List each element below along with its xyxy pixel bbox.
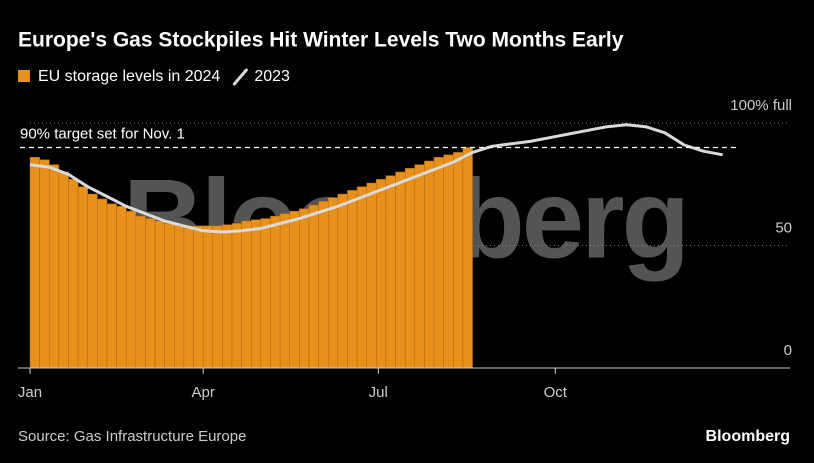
bar — [376, 179, 387, 369]
bar — [231, 223, 242, 369]
legend-swatch — [232, 68, 248, 86]
bar — [77, 186, 88, 369]
x-tick-label: Jan — [18, 384, 42, 401]
x-tick-label: Apr — [191, 384, 214, 401]
bar — [39, 159, 50, 369]
bar — [212, 225, 223, 369]
bar — [385, 175, 396, 369]
bar — [327, 197, 339, 369]
bar — [289, 210, 300, 369]
bar — [453, 152, 464, 369]
bar — [154, 220, 165, 369]
bar — [279, 213, 290, 369]
bar — [462, 147, 473, 369]
legend-swatch — [18, 70, 30, 82]
bar — [414, 164, 425, 369]
bar — [193, 225, 204, 369]
source: Source: Gas Infrastructure Europe — [18, 428, 246, 445]
x-tick-label: Oct — [544, 384, 568, 401]
bar — [48, 164, 60, 369]
bar — [97, 198, 108, 369]
x-tick-label: Jul — [369, 384, 388, 401]
bar — [443, 154, 454, 369]
bar — [404, 168, 416, 369]
bar — [308, 204, 319, 369]
legend-label: 2023 — [254, 68, 290, 85]
bar — [299, 208, 310, 369]
bar — [356, 186, 367, 369]
bar — [174, 224, 185, 369]
bar — [260, 218, 271, 369]
bar — [202, 225, 214, 369]
chart-title: Europe's Gas Stockpiles Hit Winter Level… — [18, 29, 624, 52]
y-tick-label: 0 — [784, 342, 792, 359]
bar — [135, 215, 146, 369]
bar — [395, 171, 406, 369]
bar — [270, 215, 281, 369]
brand-logo: Bloomberg — [706, 428, 790, 445]
legend-label: EU storage levels in 2024 — [38, 68, 220, 85]
bar — [116, 206, 127, 369]
annotation: 90% target set for Nov. 1 — [20, 125, 185, 142]
bar — [164, 223, 175, 369]
bar — [318, 201, 329, 369]
bar — [337, 193, 348, 369]
line — [29, 123, 723, 234]
bar — [183, 225, 194, 369]
bar — [251, 219, 262, 369]
bar — [433, 157, 444, 369]
y-tick-label: 50 — [775, 219, 792, 236]
bar — [29, 157, 40, 369]
bar — [145, 218, 156, 369]
bar — [106, 203, 117, 369]
y-tick-label: 100% full — [730, 97, 792, 114]
bar — [125, 210, 137, 369]
bar — [424, 160, 435, 369]
bar — [241, 220, 252, 369]
bar — [222, 224, 233, 369]
bar — [347, 190, 358, 369]
bar — [68, 179, 79, 369]
bar — [87, 193, 98, 369]
bar — [366, 182, 377, 369]
bar — [58, 171, 69, 369]
